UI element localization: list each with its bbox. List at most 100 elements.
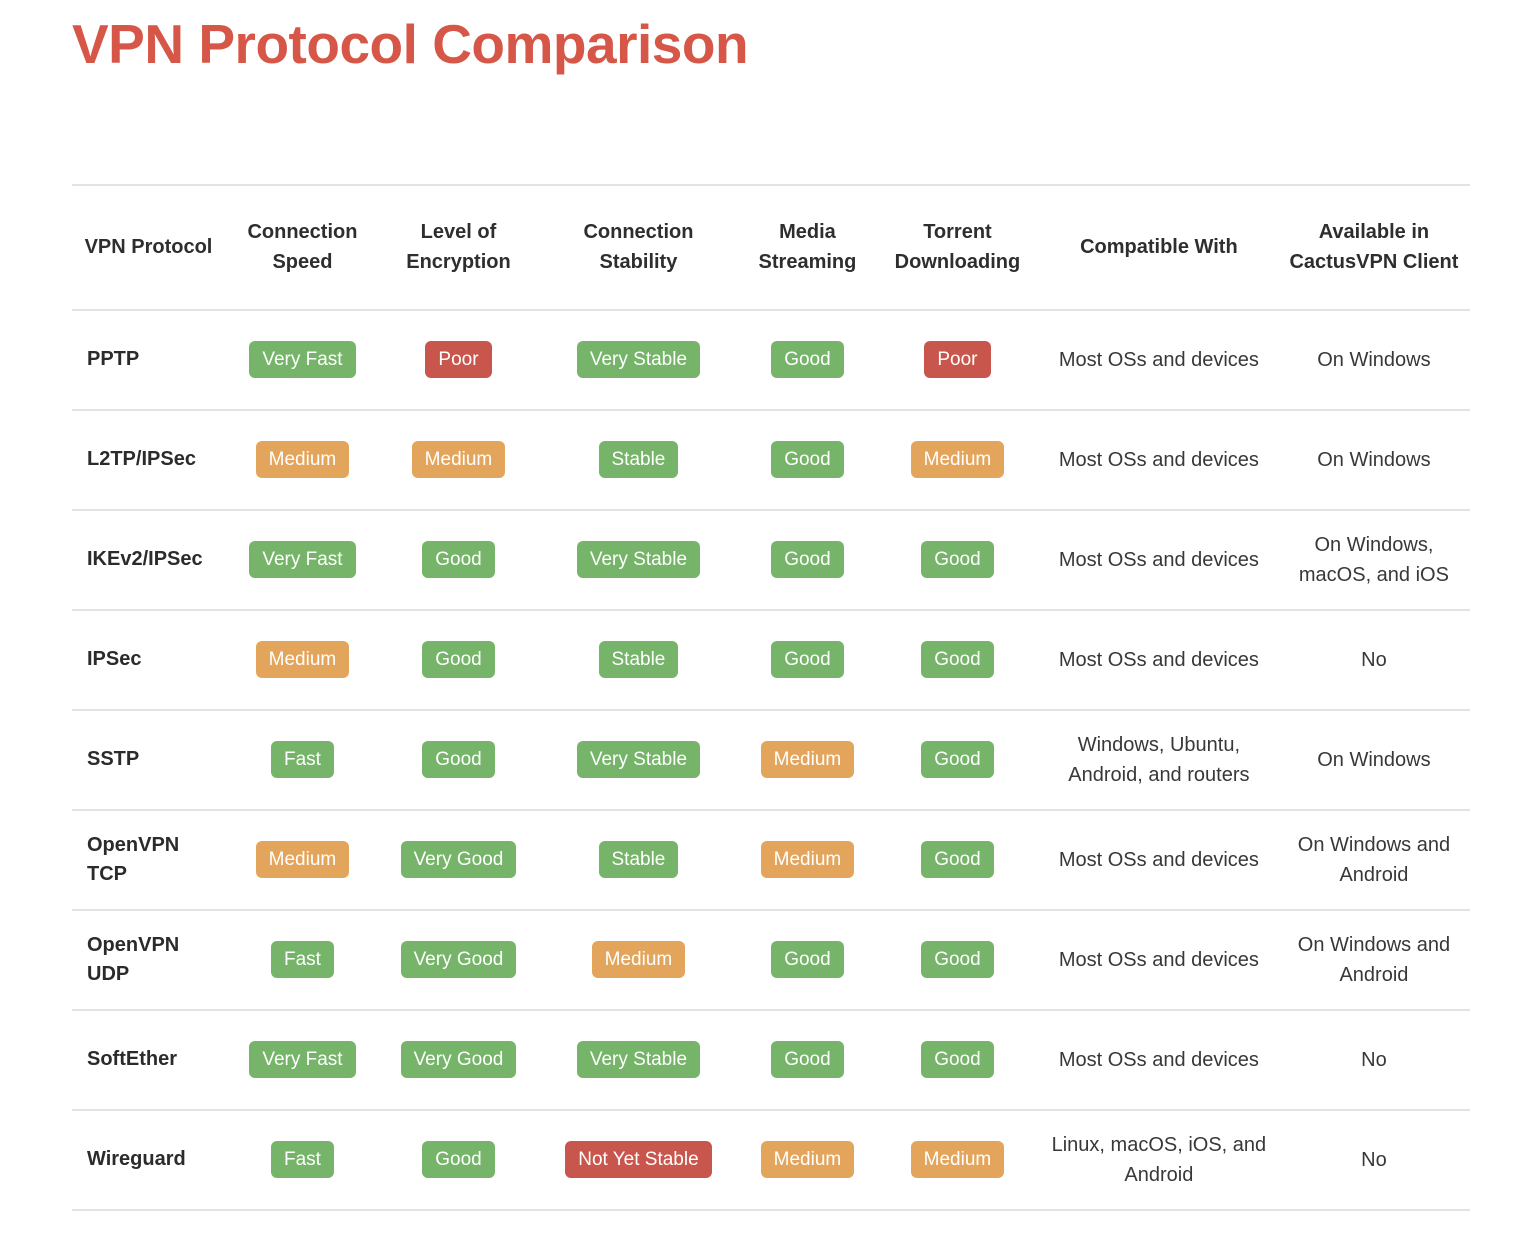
- cell-torrent-downloading: Poor: [875, 310, 1040, 410]
- cell-connection-speed: Very Fast: [225, 510, 380, 610]
- cell-media-streaming: Medium: [740, 810, 875, 910]
- rating-badge-orange: Medium: [910, 1141, 1005, 1179]
- cell-media-streaming: Medium: [740, 1110, 875, 1210]
- column-header-protocol: VPN Protocol: [84, 236, 213, 259]
- cell-level-of-encryption: Medium: [380, 410, 537, 510]
- protocol-name: Wireguard: [87, 1148, 186, 1171]
- rating-badge-green: Stable: [598, 841, 679, 879]
- rating-badge-red: Poor: [924, 341, 991, 379]
- cell-level-of-encryption: Very Good: [380, 810, 537, 910]
- rating-badge-green: Good: [771, 441, 844, 479]
- column-header-connection-stability: Connection Stability: [583, 221, 694, 274]
- column-header-compatible-with: Compatible With: [1080, 236, 1238, 259]
- cell-torrent-downloading: Good: [875, 910, 1040, 1010]
- cell-available-in-cactusvpn-client: On Windows: [1317, 448, 1431, 471]
- protocol-name: IPSec: [87, 648, 142, 671]
- rating-badge-green: Very Stable: [576, 541, 701, 579]
- cell-connection-speed: Very Fast: [225, 1010, 380, 1110]
- cell-connection-stability: Not Yet Stable: [537, 1110, 740, 1210]
- rating-badge-red: Poor: [425, 341, 492, 379]
- protocol-name: OpenVPN UDP: [87, 933, 180, 985]
- rating-badge-green: Good: [921, 841, 994, 879]
- cell-level-of-encryption: Good: [380, 510, 537, 610]
- cell-level-of-encryption: Very Good: [380, 910, 537, 1010]
- rating-badge-green: Very Stable: [576, 1041, 701, 1079]
- table-row-openvpn-tcp: OpenVPN TCP Medium Very Good Stable Medium Go…: [72, 810, 1470, 910]
- cell-level-of-encryption: Good: [380, 710, 537, 810]
- cell-media-streaming: Good: [740, 1010, 875, 1110]
- rating-badge-red: Not Yet Stable: [565, 1141, 712, 1179]
- column-header-media-streaming: Media Streaming: [758, 221, 857, 274]
- rating-badge-green: Good: [771, 941, 844, 979]
- cell-connection-speed: Medium: [225, 610, 380, 710]
- rating-badge-green: Very Stable: [576, 341, 701, 379]
- rating-badge-green: Good: [771, 341, 844, 379]
- rating-badge-green: Very Good: [400, 841, 517, 879]
- content-area: VPN Protocol Comparison VPN Protocol Conn…: [72, 13, 1470, 1211]
- cell-available-in-cactusvpn-client: On Windows: [1317, 348, 1431, 371]
- rating-badge-green: Stable: [598, 441, 679, 479]
- cell-connection-speed: Medium: [225, 410, 380, 510]
- cell-compatible-with: Windows, Ubuntu, Android, and routers: [1068, 733, 1250, 786]
- rating-badge-orange: Medium: [591, 941, 686, 979]
- table-row-openvpn-udp: OpenVPN UDP Fast Very Good Medium Good Good Mo…: [72, 910, 1470, 1010]
- cell-compatible-with: Most OSs and devices: [1058, 948, 1259, 971]
- cell-media-streaming: Good: [740, 510, 875, 610]
- rating-badge-orange: Medium: [760, 1141, 855, 1179]
- rating-badge-green: Stable: [598, 641, 679, 679]
- cell-media-streaming: Good: [740, 610, 875, 710]
- rating-badge-green: Good: [422, 641, 495, 679]
- cell-available-in-cactusvpn-client: On Windows, macOS, and iOS: [1298, 533, 1449, 586]
- rating-badge-green: Good: [921, 1041, 994, 1079]
- protocol-name: L2TP/IPSec: [87, 448, 196, 471]
- protocol-name: OpenVPN TCP: [87, 833, 180, 885]
- cell-torrent-downloading: Good: [875, 510, 1040, 610]
- cell-connection-stability: Medium: [537, 910, 740, 1010]
- rating-badge-orange: Medium: [255, 841, 350, 879]
- cell-connection-stability: Stable: [537, 410, 740, 510]
- cell-available-in-cactusvpn-client: No: [1361, 1148, 1387, 1171]
- rating-badge-orange: Medium: [910, 441, 1005, 479]
- rating-badge-green: Good: [771, 541, 844, 579]
- table-row-softether: SoftEther Very Fast Very Good Very Stable Go…: [72, 1010, 1470, 1110]
- protocol-name: SoftEther: [87, 1048, 177, 1071]
- cell-compatible-with: Linux, macOS, iOS, and Android: [1051, 1133, 1267, 1186]
- cell-compatible-with: Most OSs and devices: [1058, 848, 1259, 871]
- rating-badge-green: Very Good: [400, 941, 517, 979]
- cell-available-in-cactusvpn-client: On Windows: [1317, 748, 1431, 771]
- rating-badge-green: Very Fast: [249, 341, 356, 379]
- column-header-torrent-downloading: Torrent Downloading: [894, 221, 1021, 274]
- cell-compatible-with: Most OSs and devices: [1058, 1048, 1259, 1071]
- column-header-connection-speed: Connection Speed: [247, 221, 358, 274]
- table-header: VPN Protocol Connection Speed Level of Enc…: [72, 184, 1470, 310]
- rating-badge-green: Good: [921, 541, 994, 579]
- header-row: VPN Protocol Connection Speed Level of Enc…: [72, 184, 1470, 310]
- cell-connection-speed: Fast: [225, 710, 380, 810]
- cell-available-in-cactusvpn-client: On Windows and Android: [1297, 833, 1451, 886]
- rating-badge-green: Good: [771, 1041, 844, 1079]
- table-body: PPTP Very Fast Poor Very Stable Good Poor Most…: [72, 310, 1470, 1210]
- page-title: VPN Protocol Comparison: [72, 13, 749, 75]
- cell-level-of-encryption: Good: [380, 610, 537, 710]
- cell-compatible-with: Most OSs and devices: [1058, 648, 1259, 671]
- rating-badge-orange: Medium: [411, 441, 506, 479]
- rating-badge-green: Fast: [270, 941, 334, 979]
- rating-badge-green: Good: [771, 641, 844, 679]
- rating-badge-green: Good: [422, 741, 495, 779]
- rating-badge-green: Good: [921, 741, 994, 779]
- cell-available-in-cactusvpn-client: No: [1361, 1048, 1387, 1071]
- cell-connection-stability: Stable: [537, 810, 740, 910]
- cell-torrent-downloading: Medium: [875, 410, 1040, 510]
- vpn-comparison-table: VPN Protocol Connection Speed Level of Enc…: [72, 184, 1470, 1211]
- rating-badge-green: Very Stable: [576, 741, 701, 779]
- protocol-name: PPTP: [87, 348, 140, 371]
- cell-compatible-with: Most OSs and devices: [1058, 448, 1259, 471]
- rating-badge-green: Very Good: [400, 1041, 517, 1079]
- table-row-pptp: PPTP Very Fast Poor Very Stable Good Poor Most…: [72, 310, 1470, 410]
- column-header-level-of-encryption: Level of Encryption: [406, 221, 511, 274]
- cell-connection-stability: Very Stable: [537, 510, 740, 610]
- cell-compatible-with: Most OSs and devices: [1058, 348, 1259, 371]
- cell-available-in-cactusvpn-client: On Windows and Android: [1297, 933, 1451, 986]
- cell-torrent-downloading: Good: [875, 810, 1040, 910]
